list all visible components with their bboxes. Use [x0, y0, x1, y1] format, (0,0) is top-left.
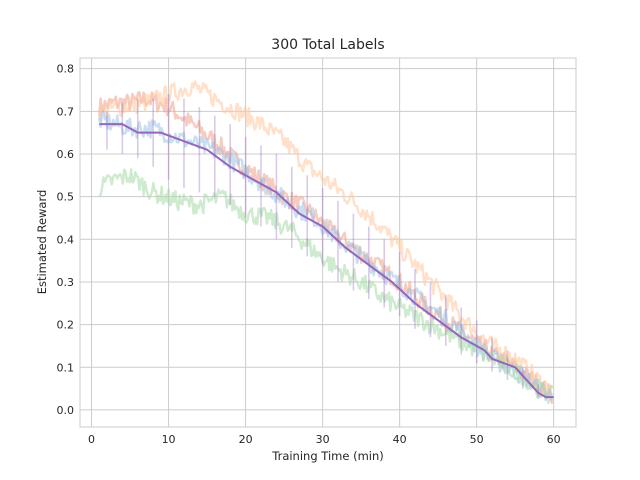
x-tick-label: 20 — [239, 433, 253, 446]
y-tick-label: 0.4 — [57, 233, 75, 246]
y-tick-label: 0.8 — [57, 63, 75, 76]
x-tick-label: 60 — [547, 433, 561, 446]
y-axis-label: Estimated Reward — [35, 190, 49, 295]
x-tick-label: 50 — [470, 433, 484, 446]
y-tick-label: 0.3 — [57, 276, 75, 289]
x-tick-label: 10 — [162, 433, 176, 446]
y-tick-label: 0.7 — [57, 105, 75, 118]
tick-labels: 0 10 20 30 40 50 60 0.0 0.1 0.2 0.3 0.4 0.5 0.6 0.7 0.8 — [57, 63, 561, 446]
y-tick-label: 0.6 — [57, 148, 75, 161]
series-layer — [98, 80, 554, 405]
y-tick-label: 0.5 — [57, 191, 75, 204]
series-line-1 — [98, 80, 554, 397]
mean-series-line — [99, 123, 554, 399]
plot-frame — [79, 57, 577, 428]
x-tick-label: 0 — [88, 433, 95, 446]
series-line-3 — [98, 168, 554, 405]
x-axis-label: Training Time (min) — [271, 449, 384, 463]
chart-title: 300 Total Labels — [271, 37, 384, 53]
x-tick-label: 40 — [393, 433, 407, 446]
x-tick-label: 30 — [316, 433, 330, 446]
y-tick-label: 0.2 — [57, 319, 75, 332]
plot-area — [80, 58, 576, 427]
y-tick-label: 0.0 — [57, 404, 75, 417]
y-tick-label: 0.1 — [57, 361, 75, 374]
grid — [80, 58, 576, 427]
